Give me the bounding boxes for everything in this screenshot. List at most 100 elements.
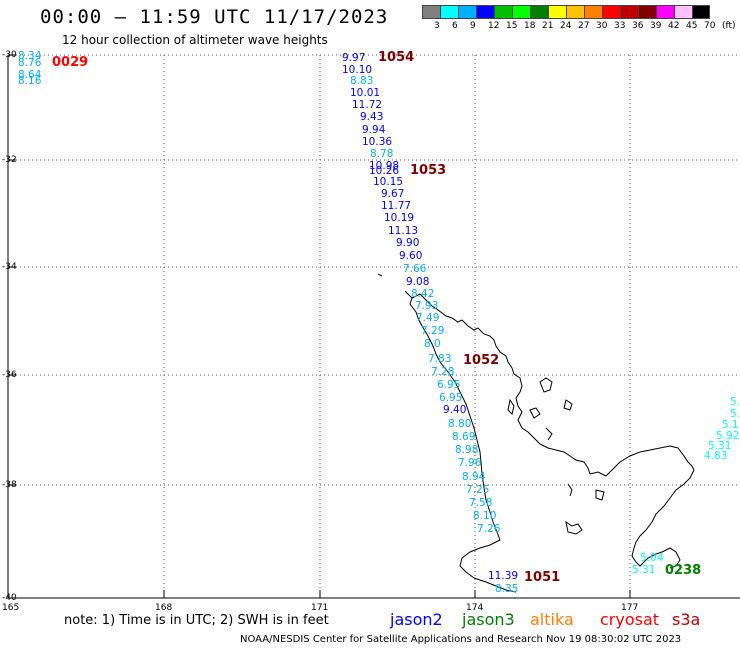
color-scale-swatch [530, 5, 548, 19]
island-great-barrier [539, 377, 553, 393]
wave-height-value: 8.83 [350, 75, 374, 87]
map-subtitle: 12 hour collection of altimeter wave hei… [62, 33, 328, 47]
color-scale-label: 70 [704, 21, 716, 31]
coastline-northland-east [411, 293, 591, 475]
wave-height-value: 11.77 [381, 200, 412, 212]
lat-label: -36 [2, 370, 17, 380]
color-scale-swatch [620, 5, 638, 19]
wave-height-value: 7.25 [466, 484, 490, 496]
color-scale-label: 18 [524, 21, 536, 31]
wave-height-value: 9.67 [381, 188, 405, 200]
color-scale-swatch [476, 5, 494, 19]
track-time-label: 1051 [524, 570, 561, 585]
color-scale-label: 45 [686, 21, 698, 31]
lat-label: -34 [2, 262, 17, 272]
coast-feature-6 [567, 483, 573, 497]
lon-label: 171 [311, 603, 329, 613]
wave-height-value: 8.35 [495, 583, 519, 595]
wave-height-value: 8.76 [18, 57, 42, 69]
wave-height-value: 10.15 [373, 176, 404, 188]
color-scale-swatch [512, 5, 530, 19]
wave-height-value: 11.39 [488, 570, 519, 582]
color-scale-label: (ft) [722, 21, 736, 31]
color-scale-label: 12 [488, 21, 500, 31]
wave-height-value: 7.49 [416, 312, 440, 324]
wave-height-value: 8.42 [411, 288, 435, 300]
wave-height-value: 9.43 [360, 111, 384, 123]
coast-feature-1 [563, 399, 573, 411]
wave-height-value: 8.16 [18, 75, 42, 87]
wave-height-value: 9.90 [396, 237, 420, 249]
coast-feature-5 [377, 273, 383, 277]
coastline-east-coast [631, 469, 695, 569]
wave-height-value: 4.83 [704, 450, 728, 462]
coastline-north-island [377, 273, 695, 593]
color-scale-label: 27 [578, 21, 590, 31]
lon-label: 177 [621, 603, 639, 613]
satellite-jason2: jason2 [390, 610, 443, 629]
color-scale-swatch [422, 5, 440, 19]
coastline-northland-west [404, 290, 501, 579]
wave-height-value: 9.94 [362, 124, 386, 136]
wave-height-value: 5.5 [730, 396, 740, 408]
satellite-s3a: s3a [672, 610, 701, 629]
color-scale-swatch [440, 5, 458, 19]
satellite-altika: altika [530, 610, 574, 629]
axis-ticks [8, 54, 631, 598]
wave-height-value: 8.94 [462, 471, 486, 483]
wave-height-value: 7.66 [403, 263, 427, 275]
coast-feature-3 [565, 520, 583, 535]
satellite-jason3: jason3 [462, 610, 515, 629]
coast-feature-2 [507, 398, 515, 415]
note-text: note: 1) Time is in UTC; 2) SWH is in fe… [64, 613, 329, 628]
color-scale-swatch [458, 5, 476, 19]
wave-height-value: 10.19 [384, 212, 415, 224]
coast-feature-4 [595, 489, 605, 501]
track-time-label: 1052 [463, 353, 500, 368]
color-scale-swatch [548, 5, 566, 19]
color-scale-swatch [494, 5, 512, 19]
wave-height-value: 9.40 [443, 404, 467, 416]
wave-height-value: 7.29 [421, 325, 445, 337]
color-scale-label: 30 [596, 21, 608, 31]
color-scale-label: 9 [470, 21, 476, 31]
lat-label: -40 [2, 593, 17, 603]
wave-height-value: 8.80 [448, 418, 472, 430]
wave-height-value: 7.93 [415, 300, 439, 312]
wave-height-value: 7.83 [428, 353, 452, 365]
wave-height-value: 8.69 [452, 431, 476, 443]
wave-height-value: 10.01 [350, 87, 381, 99]
wave-height-value: 11.13 [388, 225, 419, 237]
color-scale-swatch [638, 5, 656, 19]
color-scale-label: 6 [452, 21, 458, 31]
wave-height-value: 10.26 [369, 165, 400, 177]
color-scale-label: 33 [614, 21, 626, 31]
wave-height-value: 8.98 [455, 444, 479, 456]
map-title: 00:00 – 11:59 UTC 11/17/2023 [40, 6, 389, 28]
color-scale-swatch [656, 5, 674, 19]
wave-height-value: 7.26 [477, 523, 501, 535]
footer-credit: NOAA/NESDIS Center for Satellite Applica… [240, 634, 682, 645]
color-scale-swatch [674, 5, 692, 19]
wave-height-value: 9.08 [406, 276, 430, 288]
color-scale-swatch [566, 5, 584, 19]
color-scale-label: 39 [650, 21, 662, 31]
wave-height-value: 7.96 [458, 457, 482, 469]
wave-height-value: 5.7 [730, 408, 740, 420]
wave-height-value: 6.95 [437, 379, 461, 391]
track-time-label: 1054 [378, 50, 415, 65]
wave-height-value: 5.04 [640, 552, 664, 564]
color-scale-label: 36 [632, 21, 644, 31]
lat-label: -30 [2, 50, 17, 60]
color-scale [422, 5, 710, 19]
track-time-label: 1053 [410, 163, 447, 178]
wave-height-value: 8.10 [473, 510, 497, 522]
wave-height-value: 6.95 [439, 392, 463, 404]
lat-lon-grid [8, 54, 740, 598]
track-time-label: 0238 [665, 563, 702, 578]
map-border [7, 55, 740, 599]
wave-height-value: 5.31 [708, 440, 732, 452]
color-scale-swatch [692, 5, 710, 19]
color-scale-label: 42 [668, 21, 680, 31]
